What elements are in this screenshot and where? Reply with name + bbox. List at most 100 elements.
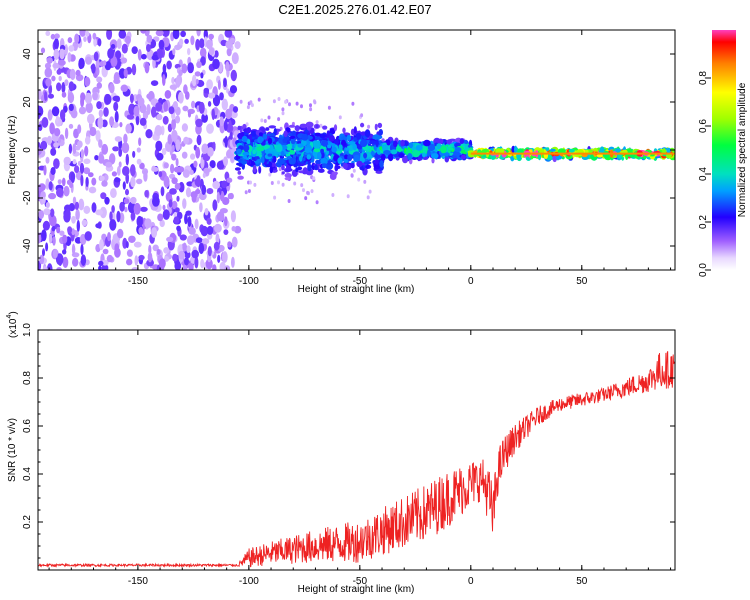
x-tick-label: -100 xyxy=(239,276,259,287)
spectral-blob xyxy=(118,147,123,157)
spectral-blob xyxy=(201,113,209,123)
spectral-blob xyxy=(315,159,320,164)
spectral-blob xyxy=(363,179,367,184)
spectral-blob xyxy=(159,219,165,228)
spectral-blob xyxy=(117,228,124,239)
spectral-blob xyxy=(212,141,216,152)
spectral-blob xyxy=(95,58,100,71)
spectral-blob xyxy=(310,189,314,194)
spectral-blob xyxy=(45,156,50,164)
spectral-blob xyxy=(187,216,192,228)
spectral-blob xyxy=(265,127,270,131)
spectral-blob xyxy=(113,101,119,112)
spectral-blob xyxy=(130,164,136,177)
spectral-blob xyxy=(418,157,423,161)
spectral-blob xyxy=(136,147,141,153)
spectral-blob xyxy=(200,72,204,79)
spectral-blob xyxy=(225,108,233,120)
spectral-blob xyxy=(331,171,339,175)
spectral-blob xyxy=(393,140,398,148)
spectral-blob xyxy=(83,205,91,214)
spectral-blob xyxy=(79,30,86,37)
spectral-blob xyxy=(306,135,313,140)
spectral-blob xyxy=(184,257,189,266)
y-tick-label: 0 xyxy=(22,147,33,153)
spectral-blob xyxy=(223,156,228,167)
spectral-blob xyxy=(427,149,431,157)
spectral-blob xyxy=(319,123,323,128)
spectral-blob xyxy=(436,143,442,150)
spectral-blob xyxy=(145,129,153,139)
spectral-blob xyxy=(130,176,136,188)
spectral-blob xyxy=(347,141,356,145)
spectral-blob xyxy=(348,145,354,152)
spectral-blob xyxy=(191,74,197,87)
spectral-blob xyxy=(277,97,281,101)
spectral-blob xyxy=(221,180,228,189)
spectral-blob xyxy=(95,130,101,142)
spectral-blob xyxy=(281,164,285,171)
spectral-blob xyxy=(181,123,188,132)
spectral-blob xyxy=(125,153,129,166)
spectral-blob xyxy=(459,138,465,145)
colorbar-ticks: 0.0 0.2 0.4 0.6 0.8 xyxy=(698,71,711,277)
spectral-blob xyxy=(163,101,168,112)
spectral-blob xyxy=(174,183,181,190)
spectral-blob xyxy=(178,91,184,104)
spectral-blob xyxy=(307,163,312,172)
spectral-blob xyxy=(313,141,321,149)
spectral-blob xyxy=(139,117,147,126)
spectral-blob xyxy=(242,145,250,152)
spectral-blob xyxy=(422,156,429,160)
spectral-blob xyxy=(295,167,299,173)
spectral-blob xyxy=(101,264,109,270)
spectral-blob xyxy=(281,182,285,187)
spectral-blob xyxy=(186,245,191,254)
spectral-blob xyxy=(555,155,563,160)
spectral-blob xyxy=(72,143,77,155)
spectral-blob xyxy=(171,118,177,131)
spectral-blob xyxy=(156,152,164,161)
spectral-blob xyxy=(217,79,221,90)
spectral-blob xyxy=(49,122,55,135)
spectral-blob xyxy=(234,41,241,50)
spectral-blob xyxy=(162,74,166,86)
spectral-blob xyxy=(207,147,214,157)
spectral-blob xyxy=(195,118,203,128)
snr-ylabel: SNR (10 * v/v) xyxy=(7,418,18,482)
spectral-blob xyxy=(45,202,50,208)
spectral-blob xyxy=(69,182,74,188)
spectral-blob xyxy=(270,181,274,185)
spectral-blob xyxy=(199,38,205,49)
y-tick-label: 0.2 xyxy=(22,515,33,529)
spectral-blob xyxy=(195,146,201,159)
spectral-blob xyxy=(92,32,97,40)
spectral-blob xyxy=(189,169,194,176)
spectral-blob xyxy=(275,144,283,153)
spectral-blob xyxy=(156,113,163,121)
spectral-blob xyxy=(109,116,115,127)
spectral-blob xyxy=(53,48,60,61)
spectral-blob xyxy=(206,123,214,134)
spectral-blob xyxy=(109,153,116,165)
spectral-blob xyxy=(322,125,328,130)
spectral-blob xyxy=(172,101,178,110)
spectral-blob xyxy=(236,148,242,155)
spectral-blob xyxy=(48,192,57,200)
spectral-blob xyxy=(614,148,622,153)
spectral-blob xyxy=(80,244,84,255)
spectral-blob xyxy=(116,38,122,49)
spectral-blob xyxy=(118,161,122,168)
spectral-blob xyxy=(104,61,112,71)
spectral-blob xyxy=(422,147,428,155)
spectral-blob xyxy=(111,205,115,213)
spectral-blob xyxy=(243,155,248,159)
spectral-blob xyxy=(77,124,82,134)
spectral-blob xyxy=(105,161,113,168)
spectral-blob xyxy=(137,49,142,61)
spectral-blob xyxy=(175,76,181,88)
spectral-blob xyxy=(45,242,49,252)
spectral-blob xyxy=(338,115,342,120)
spectral-blob xyxy=(290,139,296,145)
spectral-blob xyxy=(74,201,79,210)
